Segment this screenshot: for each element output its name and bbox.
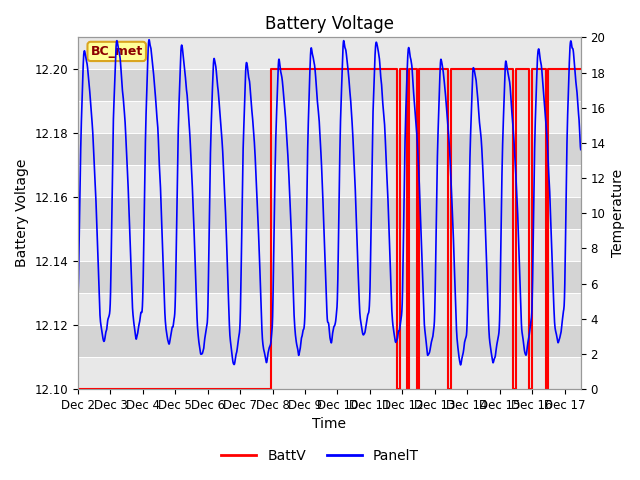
Bar: [78, 261, 580, 293]
BattV: [74, 386, 82, 392]
Bar: [78, 37, 580, 69]
BattV: [415, 66, 423, 72]
BattV: [445, 66, 452, 72]
BattV: [545, 386, 552, 392]
BattV: [406, 386, 413, 392]
BattV: [413, 66, 420, 72]
PanelT: [577, 147, 584, 153]
BattV: [509, 386, 517, 392]
Title: Battery Voltage: Battery Voltage: [265, 15, 394, 33]
BattV: [394, 66, 401, 72]
PanelT: [74, 291, 82, 297]
BattV: [545, 66, 552, 72]
BattV: [512, 66, 520, 72]
BattV: [525, 66, 533, 72]
BattV: [528, 66, 536, 72]
BattV: [542, 386, 550, 392]
BattV: [267, 66, 275, 72]
BattV: [447, 66, 455, 72]
PanelT: [267, 339, 275, 345]
Bar: [78, 293, 580, 325]
X-axis label: Time: Time: [312, 418, 346, 432]
BattV: [447, 386, 455, 392]
Line: PanelT: PanelT: [78, 40, 580, 365]
BattV: [577, 66, 584, 72]
BattV: [445, 386, 452, 392]
Y-axis label: Battery Voltage: Battery Voltage: [15, 159, 29, 267]
BattV: [415, 386, 423, 392]
BattV: [403, 66, 411, 72]
Bar: [78, 357, 580, 389]
Bar: [78, 229, 580, 261]
BattV: [394, 386, 401, 392]
BattV: [542, 66, 550, 72]
BattV: [528, 386, 536, 392]
Bar: [78, 69, 580, 101]
BattV: [396, 386, 404, 392]
BattV: [406, 66, 413, 72]
PanelT: [513, 195, 521, 201]
PanelT: [567, 39, 575, 45]
PanelT: [131, 331, 139, 337]
Bar: [78, 165, 580, 197]
BattV: [525, 386, 533, 392]
BattV: [403, 386, 411, 392]
BattV: [509, 66, 517, 72]
BattV: [267, 386, 275, 392]
Bar: [78, 101, 580, 133]
Legend: BattV, PanelT: BattV, PanelT: [216, 443, 424, 468]
BattV: [396, 66, 404, 72]
Line: BattV: BattV: [78, 69, 580, 389]
Bar: [78, 325, 580, 357]
Bar: [78, 133, 580, 165]
PanelT: [289, 273, 296, 278]
BattV: [266, 386, 274, 392]
BattV: [266, 386, 274, 392]
PanelT: [145, 37, 153, 43]
PanelT: [161, 319, 169, 324]
PanelT: [457, 362, 465, 368]
BattV: [512, 386, 520, 392]
BattV: [413, 386, 420, 392]
Bar: [78, 197, 580, 229]
Text: BC_met: BC_met: [91, 45, 143, 58]
Y-axis label: Temperature: Temperature: [611, 169, 625, 257]
